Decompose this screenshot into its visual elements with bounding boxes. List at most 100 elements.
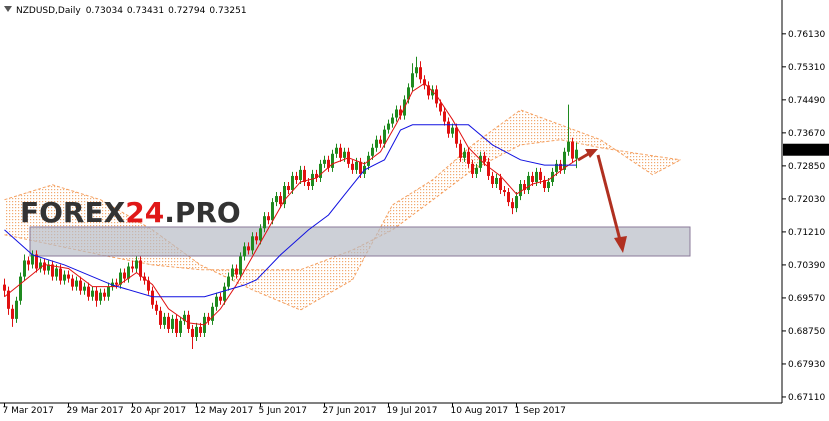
candle-body: [179, 320, 182, 333]
candle-body: [515, 196, 518, 209]
candle-body: [255, 236, 258, 241]
candle-body: [439, 103, 442, 112]
candle-body: [243, 246, 246, 257]
candle-body: [167, 316, 170, 329]
header-close: 0.73251: [209, 6, 246, 16]
watermark-part: 24: [125, 196, 164, 229]
candle-body: [459, 143, 462, 158]
candle-body: [451, 127, 454, 134]
x-tick-label: 29 Mar 2017: [67, 406, 124, 416]
candle-body: [155, 304, 158, 311]
candle-body: [407, 87, 410, 100]
candle-body: [211, 306, 214, 321]
candle-body: [83, 286, 86, 291]
candle-body: [79, 280, 82, 291]
candle-body: [559, 163, 562, 170]
candle-body: [279, 196, 282, 205]
candle-body: [27, 260, 30, 265]
chart-header: NZDUSD,Daily 0.73034 0.73431 0.72794 0.73251: [16, 6, 247, 16]
candle-body: [235, 268, 238, 275]
candle-body: [475, 167, 478, 174]
candle-body: [259, 228, 262, 241]
candle-body: [419, 67, 422, 80]
candle-body: [467, 151, 470, 164]
candle-body: [483, 155, 486, 162]
chart-title: NZDUSD,Daily: [16, 6, 81, 16]
candle-body: [479, 155, 482, 168]
candle-body: [139, 260, 142, 277]
candle-body: [383, 129, 386, 144]
candle-body: [7, 290, 10, 309]
candle-body: [19, 276, 22, 301]
candle-body: [87, 286, 90, 297]
indicator-line: [4, 124, 577, 298]
candle-body: [39, 262, 42, 269]
candle-body: [519, 183, 522, 197]
candle-body: [91, 290, 94, 297]
x-tick-label: 7 Mar 2017: [3, 406, 54, 416]
y-tick-label: 0.72850: [788, 162, 825, 172]
candle-body: [575, 149, 578, 159]
axes: 0.76130 0.75310 0.74490 0.73670 0.72850 0.720…: [3, 30, 829, 416]
candle-body: [31, 254, 34, 265]
candle-body: [443, 111, 446, 122]
candle-body: [423, 79, 426, 86]
candle-body: [151, 290, 154, 305]
candle-body: [299, 169, 302, 180]
header-low: 0.72794: [168, 6, 205, 16]
candle-body: [539, 171, 542, 180]
x-tick-label: 27 Jun 2017: [323, 406, 377, 416]
candle-body: [271, 202, 274, 221]
x-tick-label: 5 Jun 2017: [259, 406, 307, 416]
candle-body: [567, 141, 570, 152]
candle-body: [247, 246, 250, 251]
candle-body: [523, 183, 526, 191]
candle-body: [107, 286, 110, 297]
header-open: 0.73034: [86, 6, 123, 16]
watermark-part: FOREX: [20, 196, 126, 229]
candle-body: [435, 89, 438, 104]
plot: [3, 56, 578, 350]
x-tick-label: 20 Apr 2017: [131, 406, 187, 416]
candle-body: [487, 161, 490, 176]
candle-body: [543, 179, 546, 189]
candle-body: [359, 161, 362, 174]
candle-body: [471, 163, 474, 174]
candle-body: [59, 268, 62, 281]
candle-body: [507, 192, 510, 203]
header-high: 0.73431: [127, 6, 164, 16]
y-tick-label: 0.73670: [788, 129, 825, 139]
y-tick-label: 0.67930: [788, 360, 825, 370]
candle-body: [115, 282, 118, 285]
candle-body: [375, 139, 378, 148]
candle-body: [371, 147, 374, 156]
candle-body: [431, 89, 434, 96]
watermark: FOREX24.PRO: [20, 196, 241, 229]
candle-body: [387, 123, 390, 130]
candle-body: [127, 266, 130, 279]
candle-body: [159, 310, 162, 325]
candle-body: [379, 139, 382, 144]
candle-body: [351, 163, 354, 170]
y-tick-label: 0.69570: [788, 294, 825, 304]
watermark-part: .PRO: [164, 196, 241, 229]
candle-body: [427, 85, 430, 96]
candle-body: [291, 175, 294, 191]
candle-body: [355, 161, 358, 170]
x-tick-label: 10 Aug 2017: [451, 406, 509, 416]
candle-body: [303, 169, 306, 182]
indicator-line: [4, 82, 577, 326]
candle-body: [463, 151, 466, 158]
candle-body: [171, 318, 174, 329]
y-tick-label: 0.68750: [788, 327, 825, 337]
candle-body: [547, 181, 550, 189]
candle-body: [67, 274, 70, 279]
y-tick-label: 0.71210: [788, 228, 825, 238]
candle-body: [307, 181, 310, 186]
y-tick-label: 0.76130: [788, 30, 825, 40]
candle-body: [163, 316, 166, 325]
candle-body: [411, 73, 414, 88]
candle-body: [103, 292, 106, 297]
candle-body: [503, 190, 506, 193]
